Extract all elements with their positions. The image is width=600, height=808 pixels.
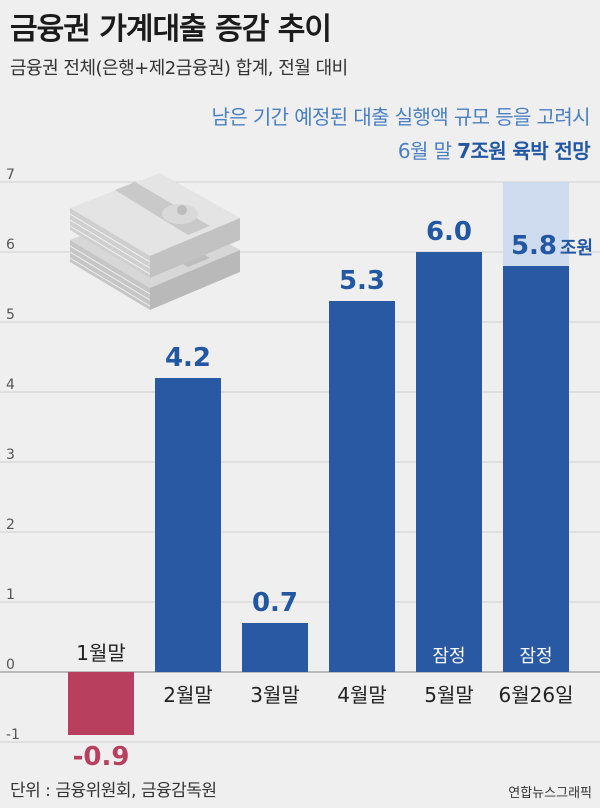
source-note: 단위 : 금융위원회, 금융감독원 — [10, 781, 217, 801]
bar-note-label: 잠정 — [519, 646, 552, 667]
bar-note-label: 잠정 — [432, 646, 465, 667]
chart-subtitle: 금융권 전체(은행+제2금융권) 합계, 전월 대비 — [10, 58, 348, 79]
bar — [329, 301, 395, 672]
projection-annotation: 남은 기간 예정된 대출 실행액 규모 등을 고려시 6월 말 7조원 육박 전… — [211, 100, 590, 168]
value-label: -0.9 — [73, 742, 130, 772]
annotation-line2: 6월 말 7조원 육박 전망 — [211, 134, 591, 168]
y-tick-label: 7 — [6, 167, 15, 183]
category-label: 5월말 — [424, 683, 474, 707]
y-tick-label: 2 — [6, 517, 15, 533]
annotation-line2-highlight: 7조원 육박 전망 — [457, 139, 590, 163]
credit-label: 연합뉴스그래픽 — [508, 786, 592, 801]
y-tick-label: -1 — [6, 727, 20, 743]
value-label: 4.2 — [165, 343, 211, 373]
y-tick-label: 4 — [6, 377, 15, 393]
bar — [155, 378, 221, 672]
value-label: 6.0 — [426, 217, 472, 247]
bar — [68, 672, 134, 735]
category-label: 6월26일 — [499, 683, 574, 707]
value-label: 5.8 — [511, 231, 557, 261]
annotation-line1: 남은 기간 예정된 대출 실행액 규모 등을 고려시 — [211, 105, 590, 129]
bar — [416, 252, 482, 672]
value-unit-label: 조원 — [560, 238, 593, 259]
value-label: 0.7 — [252, 588, 298, 618]
y-tick-label: 3 — [6, 447, 15, 463]
category-label: 2월말 — [163, 683, 213, 707]
category-label: 3월말 — [250, 683, 300, 707]
bar — [503, 266, 569, 672]
chart-title: 금융권 가계대출 증감 추이 — [10, 12, 332, 47]
y-tick-label: 1 — [6, 587, 15, 603]
bar — [242, 623, 308, 672]
category-label: 1월말 — [76, 641, 126, 665]
y-tick-label: 6 — [6, 237, 15, 253]
y-tick-label: 0 — [6, 657, 15, 673]
annotation-line2-prefix: 6월 말 — [397, 139, 458, 163]
category-label: 4월말 — [337, 683, 387, 707]
y-tick-label: 5 — [6, 307, 15, 323]
banknote-stack-icon — [69, 173, 240, 310]
value-label: 5.3 — [339, 266, 385, 296]
